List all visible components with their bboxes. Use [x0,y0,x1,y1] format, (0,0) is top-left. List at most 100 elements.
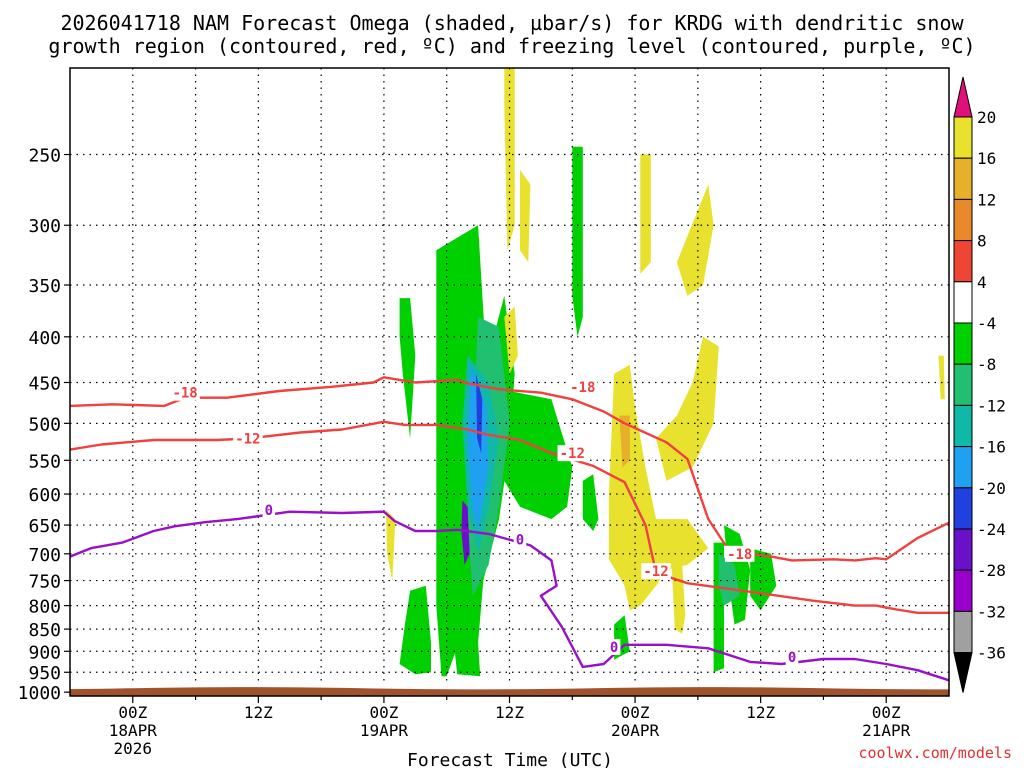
chart-title-line-1: 2026041718 NAM Forecast Omega (shaded, µ… [60,11,964,35]
y-tick-label: 750 [28,572,61,593]
y-tick-label: 1000 [18,683,61,704]
omega-region-14 [467,364,489,531]
colorbar-bin [953,528,973,571]
colorbar-label: -16 [977,438,1006,457]
y-tick-label: 350 [28,276,61,297]
colorbar-over-arrow [953,76,973,118]
colorbar-bin [953,610,973,654]
x-tick-label: 00Z [118,703,147,722]
colorbar-label: -8 [977,355,996,374]
colorbar-label: -36 [977,644,1006,663]
colorbar-under-arrow [953,652,973,693]
colorbar-bin [953,487,973,530]
colorbar-bin [953,240,973,283]
colorbar-bin [953,569,973,612]
contour-label-bg [607,638,621,655]
x-tick-label: 19APR [360,721,409,740]
x-tick-label: 2026 [114,739,153,758]
omega-region-24 [656,336,719,481]
contour-label: -18 [172,386,197,402]
y-tick-label: 500 [28,414,61,435]
colorbar-label: -28 [977,561,1006,580]
contour-label-bg [724,545,755,562]
omega-region-21 [640,154,651,274]
y-tick-label: 300 [28,216,61,237]
x-tick-label: 12Z [495,703,524,722]
contour-label: -12 [560,446,585,462]
omega-region-16 [461,500,470,565]
colorbar-label: -4 [977,314,996,333]
colorbar-bin [953,322,973,365]
x-tick-label: 00Z [621,703,650,722]
contour-label: -18 [570,380,595,396]
y-tick-label: 700 [28,545,61,566]
x-tick-label: 21APR [862,721,911,740]
colorbar-bin [953,281,973,324]
omega-region-6 [582,474,599,531]
colorbar-label: -24 [977,520,1006,539]
y-tick-label: 250 [28,146,61,167]
omega-region-19 [504,306,518,374]
colorbar-bin [953,404,973,448]
colorbar-label: -20 [977,479,1006,498]
contour-label-bg [557,445,588,462]
colorbar-bin [953,116,973,159]
omega-region-4 [572,146,583,337]
omega-region-5 [399,585,431,675]
omega-region-22 [676,184,714,296]
colorbar-bin [953,363,973,406]
contour-label-bg [513,531,527,548]
contour-label: -12 [235,432,260,448]
y-tick-label: 650 [28,516,61,537]
omega-region-18 [520,169,531,263]
contour-label: -12 [643,564,668,580]
contour-label: 0 [516,533,524,549]
colorbar-bin [953,446,973,489]
y-tick-label: 400 [28,328,61,349]
contour-label: 0 [265,503,273,519]
y-tick-label: 900 [28,642,61,663]
x-tick-label: 20APR [611,721,660,740]
colorbar-label: 16 [977,149,996,168]
y-tick-label: 850 [28,620,61,641]
colorbar-label: 8 [977,232,987,251]
contour-label: 0 [610,640,618,656]
omega-region-3 [436,225,489,677]
contour-label: -18 [727,547,752,563]
contour-label-bg [641,563,671,580]
y-tick-label: 600 [28,485,61,506]
colorbar-label: -12 [977,396,1006,415]
x-tick-label: 00Z [872,703,901,722]
y-tick-label: 800 [28,597,61,618]
terrain-band [70,687,949,696]
omega-region-12 [718,553,740,606]
contour-label-bg [568,378,598,395]
colorbar-bin [953,157,973,200]
x-tick-label: 18APR [109,721,158,740]
contour-label-bg [170,384,200,401]
credit-text: coolwx.com/models [858,744,1012,762]
omega-region-1 [504,391,573,520]
x-tick-label: 12Z [244,703,273,722]
contour-label-bg [262,501,276,518]
colorbar-label: -32 [977,602,1006,621]
chart-title-line-2: growth region (contoured, red, ºC) and f… [48,34,975,58]
omega-region-26 [938,355,945,400]
y-tick-label: 950 [28,663,61,684]
colorbar-label: 20 [977,108,996,127]
x-axis-label: Forecast Time (UTC) [407,750,613,768]
omega-region-25 [671,564,686,634]
contour-label: 0 [788,650,796,666]
omega-region-20 [386,509,396,581]
omega-region-27 [619,415,630,468]
x-tick-label: 00Z [369,703,398,722]
y-tick-label: 550 [28,451,61,472]
colorbar-label: 12 [977,190,996,209]
colorbar-label: 4 [977,273,987,292]
contour-label-bg [233,430,263,447]
y-tick-label: 450 [28,373,61,394]
omega-region-0 [399,298,416,439]
contour-line-0 [70,376,949,562]
colorbar-bin [953,198,973,242]
